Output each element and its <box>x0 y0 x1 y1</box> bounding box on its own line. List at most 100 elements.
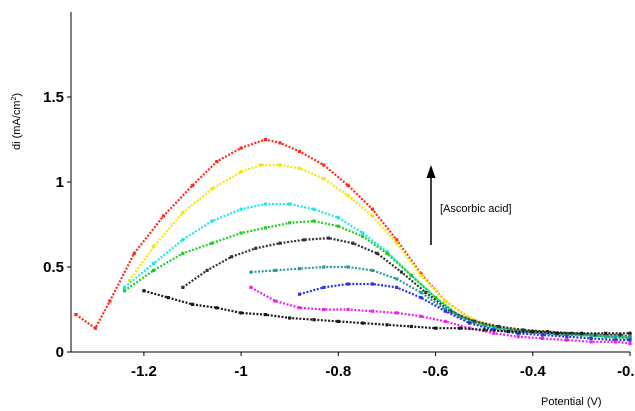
y-tick-label: 0 <box>56 344 64 361</box>
series-2-point-10 <box>385 250 389 254</box>
x-tick-label: -1.2 <box>131 363 157 380</box>
series-3 <box>122 219 632 340</box>
series-3-point-19 <box>604 335 608 339</box>
series-5-point-5 <box>370 268 374 272</box>
series-8-point-9 <box>361 321 365 325</box>
series-0-point-6 <box>215 160 219 164</box>
series-4-point-17 <box>594 333 598 337</box>
series-3-point-6 <box>288 221 292 225</box>
series-5-point-4 <box>346 265 350 269</box>
series-7-point-10 <box>492 331 496 335</box>
series-0 <box>74 137 632 339</box>
series-4-point-3 <box>254 246 258 250</box>
series-8-point-8 <box>336 319 340 323</box>
series-0-line <box>75 138 630 338</box>
series-4-point-7 <box>351 241 355 245</box>
series-6-point-7 <box>468 321 472 325</box>
series-0-point-7 <box>239 146 243 150</box>
series-8-point-15 <box>506 330 511 334</box>
series-1-point-11 <box>395 241 399 245</box>
x-tick-label: -0.4 <box>520 363 547 380</box>
series-7-point-3 <box>322 307 326 312</box>
series-3-point-9 <box>361 234 365 238</box>
series-2-point-0 <box>122 285 127 289</box>
series-0-point-0 <box>74 313 78 317</box>
series-1-point-6 <box>278 163 282 167</box>
y-tick-label: 0.5 <box>43 259 64 276</box>
series-7-point-1 <box>273 299 277 303</box>
series-2-point-4 <box>239 207 243 211</box>
series-8-point-20 <box>628 331 632 335</box>
series-6-line <box>299 282 630 342</box>
series-8-point-12 <box>434 326 438 330</box>
series-1-point-0 <box>127 279 131 283</box>
series-5 <box>249 265 632 339</box>
series-8-point-5 <box>263 313 267 317</box>
series-3-point-12 <box>434 296 438 300</box>
series-6-point-2 <box>346 282 350 286</box>
series-1-point-2 <box>181 211 185 215</box>
series-3-point-18 <box>579 333 583 337</box>
series-5-point-7 <box>419 290 423 295</box>
series-1-point-5 <box>259 163 263 167</box>
series-4-point-8 <box>375 251 379 255</box>
x-axis-title: Potential (V) <box>541 396 602 408</box>
series-4-point-4 <box>278 241 282 245</box>
series-8-point-1 <box>166 296 170 300</box>
series-6-point-4 <box>395 285 399 289</box>
series-8-point-19 <box>604 331 608 335</box>
series-3-point-2 <box>181 251 185 255</box>
series-8-point-14 <box>482 328 486 332</box>
series-1-point-1 <box>152 245 156 249</box>
series-4-point-5 <box>302 238 306 242</box>
series-6-point-9 <box>516 331 520 335</box>
series-4-point-2 <box>229 255 233 259</box>
series-5-point-11 <box>516 330 520 334</box>
series-2-point-2 <box>181 238 185 242</box>
x-tick-label: -0.6 <box>423 363 449 380</box>
series-4-point-13 <box>497 324 501 329</box>
series-3-point-8 <box>336 224 340 228</box>
series-0-point-2 <box>108 299 112 303</box>
series-3-point-0 <box>122 289 127 293</box>
series-6-point-12 <box>589 336 593 340</box>
series-6-point-0 <box>297 292 302 296</box>
series-0-point-8 <box>263 137 267 142</box>
series-6-point-1 <box>322 285 326 289</box>
series-3-point-7 <box>312 219 316 223</box>
series-2-point-7 <box>312 207 316 211</box>
series-5-point-0 <box>249 270 253 274</box>
series-4-point-12 <box>472 319 477 323</box>
series-4-point-16 <box>570 331 574 335</box>
series-1-point-9 <box>346 194 350 198</box>
series-0-point-15 <box>419 272 423 276</box>
series-0-point-1 <box>93 326 97 330</box>
series-8-point-6 <box>288 316 292 320</box>
series-8-point-11 <box>409 324 413 329</box>
series-1-point-14 <box>468 316 472 320</box>
series-7-point-5 <box>370 309 374 313</box>
series-2-point-9 <box>361 231 365 235</box>
series-7-point-4 <box>346 307 350 312</box>
series-8 <box>142 289 632 335</box>
series-8-point-13 <box>458 326 462 330</box>
series-0-point-10 <box>297 149 302 153</box>
series-1-point-13 <box>443 299 447 303</box>
series-0-point-3 <box>132 251 136 255</box>
series-4-point-0 <box>181 285 185 289</box>
series-8-point-7 <box>312 318 316 322</box>
series-6-point-5 <box>419 296 423 300</box>
series-0-point-12 <box>346 183 350 187</box>
series-0-point-4 <box>161 214 165 218</box>
series-1-point-12 <box>419 273 423 278</box>
series-5-point-1 <box>273 268 277 272</box>
series-4-point-6 <box>327 236 331 240</box>
series-7 <box>249 285 632 346</box>
series-4-line <box>182 237 631 338</box>
series-7-point-8 <box>443 319 447 323</box>
series-4-point-14 <box>521 328 525 332</box>
annotation-arrow-head <box>426 165 436 178</box>
series-7-point-15 <box>613 340 617 344</box>
series-4-point-18 <box>618 333 622 337</box>
series-8-point-18 <box>579 331 583 335</box>
